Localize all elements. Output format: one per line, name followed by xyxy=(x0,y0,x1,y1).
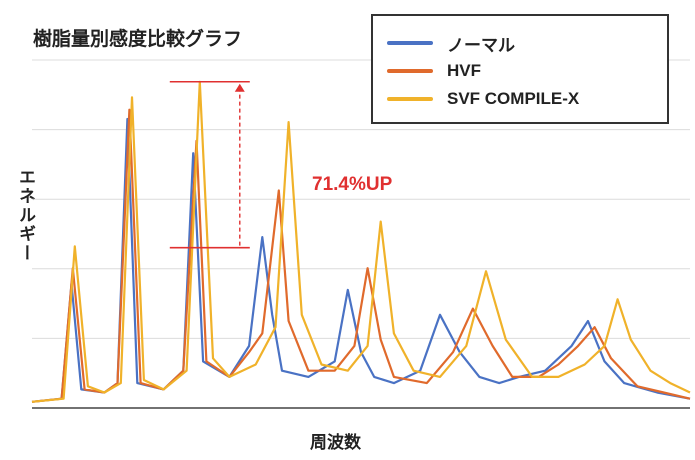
series-line-normal xyxy=(31,117,691,403)
legend-swatch-normal xyxy=(387,41,433,45)
legend: ノーマル HVF SVF COMPILE-X xyxy=(371,14,669,124)
legend-label-normal: ノーマル xyxy=(447,35,515,55)
legend-swatch-svf xyxy=(387,97,433,101)
gain-annotation: 71.4%UP xyxy=(312,174,393,195)
y-axis-label: エネルギー xyxy=(15,168,35,263)
chart-title: 樹脂量別感度比較グラフ xyxy=(33,28,243,50)
legend-item-normal: ノーマル xyxy=(387,30,515,56)
legend-swatch-hvf xyxy=(387,69,433,73)
legend-item-svf: SVF COMPILE-X xyxy=(387,86,579,112)
legend-label-svf: SVF COMPILE-X xyxy=(447,89,580,108)
annotation-arrowhead xyxy=(234,83,245,92)
x-axis-label: 周波数 xyxy=(310,433,361,453)
legend-item-hvf: HVF xyxy=(387,58,481,84)
legend-label-hvf: HVF xyxy=(447,61,481,80)
series-line-svf xyxy=(31,80,691,403)
series-line-hvf xyxy=(31,108,691,403)
